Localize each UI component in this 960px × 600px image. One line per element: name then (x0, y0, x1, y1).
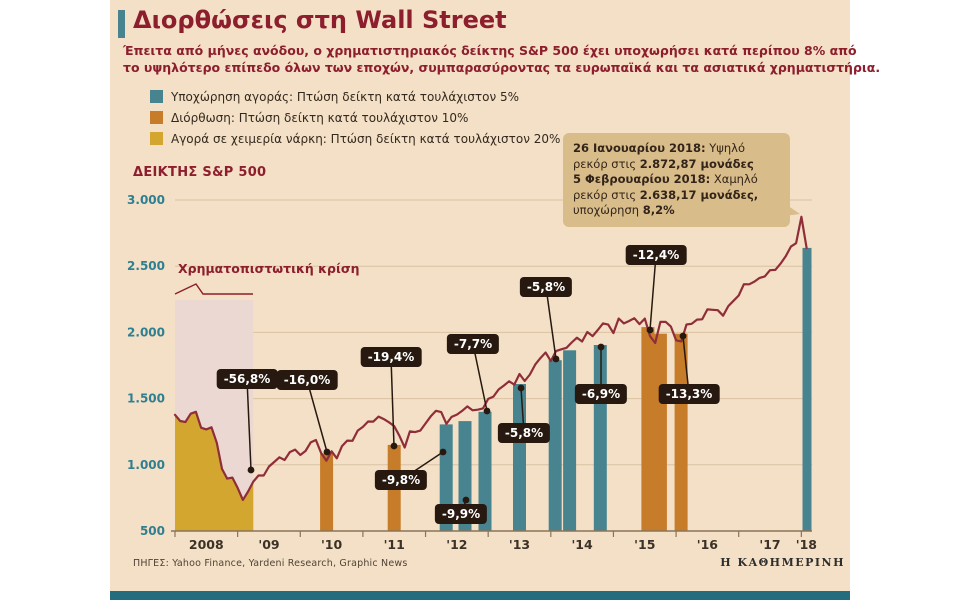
callout-line: 26 Ιανουαρίου 2018: Υψηλό (573, 141, 745, 155)
title-accent-bar (118, 10, 125, 38)
newspaper-brand: Η ΚΑΘΗΜΕΡΙΝΗ (720, 556, 845, 569)
callout-line: 5 Φεβρουαρίου 2018: Χαμηλό (573, 172, 758, 186)
correction-swatch-icon (150, 111, 163, 124)
record-callout-box: 26 Ιανουαρίου 2018: Υψηλό ρεκόρ στις 2.87… (563, 133, 790, 227)
callout-line: υποχώρηση 8,2% (573, 203, 675, 217)
callout-line: ρεκόρ στις 2.872,87 μονάδες (573, 156, 754, 171)
subtitle-line-1: Έπειτα από μήνες ανόδου, ο χρηματιστηρια… (123, 43, 857, 58)
legend-label: Υποχώρηση αγοράς: Πτώση δείκτη κατά τουλ… (171, 90, 520, 104)
bear-market-swatch-icon (150, 132, 163, 145)
footer-strip (110, 591, 850, 600)
subtitle-line-2: το υψηλότερο επίπεδο όλων των εποχών, συ… (123, 60, 881, 75)
legend-label: Αγορά σε χειμερία νάρκη: Πτώση δείκτη κα… (171, 132, 561, 146)
financial-crisis-label: Χρηματοπιστωτική κρίση (178, 261, 360, 276)
chart-title: ΔΕΙΚΤΗΣ S&P 500 (133, 165, 267, 180)
legend-label: Διόρθωση: Πτώση δείκτη κατά τουλάχιστον … (171, 111, 469, 125)
callout-line: ρεκόρ στις 2.638,17 μονάδες, (573, 187, 759, 202)
page-title: Διορθώσεις στη Wall Street (133, 6, 507, 34)
pullback-swatch-icon (150, 90, 163, 103)
sources-note: ΠΗΓΕΣ: Yahoo Finance, Yardeni Research, … (133, 558, 408, 569)
